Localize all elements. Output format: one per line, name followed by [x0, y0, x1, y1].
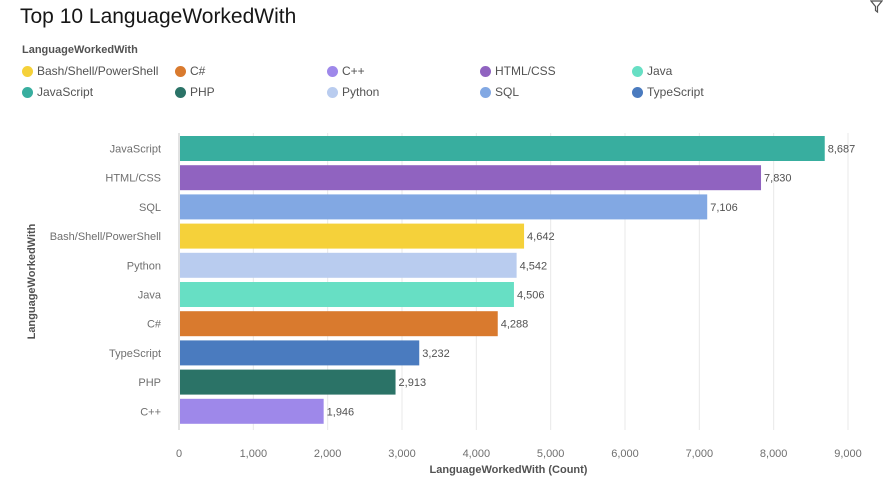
bar[interactable]	[180, 194, 708, 220]
bar[interactable]	[180, 340, 420, 366]
bar[interactable]	[180, 252, 517, 278]
bar[interactable]	[180, 398, 324, 424]
y-tick-label: SQL	[139, 202, 161, 214]
y-tick-label: JavaScript	[110, 144, 161, 156]
legend-label: C++	[342, 64, 365, 78]
bar[interactable]	[180, 165, 762, 191]
data-label: 7,830	[764, 173, 792, 185]
legend-label: JavaScript	[37, 85, 94, 99]
x-tick-label: 7,000	[686, 448, 714, 460]
legend-label: Bash/Shell/PowerShell	[37, 64, 159, 78]
legend-swatch	[175, 65, 186, 77]
legend-item[interactable]: SQL	[480, 83, 519, 101]
bar[interactable]	[180, 136, 825, 161]
y-tick-label: Java	[138, 290, 162, 302]
legend-item[interactable]: TypeScript	[632, 83, 704, 101]
y-tick-label: Python	[127, 260, 161, 272]
legend-label: TypeScript	[647, 85, 704, 99]
legend-label: PHP	[190, 85, 215, 99]
legend-swatch	[22, 65, 33, 77]
data-label: 4,288	[501, 319, 529, 331]
legend-item[interactable]: Bash/Shell/PowerShell	[22, 62, 158, 80]
y-tick-label: HTML/CSS	[105, 173, 161, 185]
legend-label: C#	[190, 64, 206, 78]
legend-item[interactable]: PHP	[175, 83, 215, 101]
legend-label: SQL	[495, 85, 520, 99]
legend-label: HTML/CSS	[495, 64, 556, 78]
x-tick-label: 0	[176, 448, 182, 460]
x-tick-label: 4,000	[463, 448, 491, 460]
legend-item[interactable]: HTML/CSS	[480, 62, 556, 80]
chart-title: Top 10 LanguageWorkedWith	[20, 5, 297, 28]
data-label: 3,232	[422, 348, 450, 360]
data-label: 4,642	[527, 231, 555, 243]
legend-item[interactable]: C++	[327, 62, 365, 80]
x-tick-label: 1,000	[240, 448, 268, 460]
y-tick-label: C#	[147, 319, 162, 331]
data-label: 4,542	[520, 260, 548, 272]
legend-swatch	[327, 65, 338, 77]
legend-label: Java	[647, 64, 673, 78]
legend-swatch	[632, 65, 643, 77]
data-label: 1,946	[327, 406, 355, 418]
bar[interactable]	[180, 223, 525, 249]
y-axis-title: LanguageWorkedWith	[26, 223, 38, 339]
legend-item[interactable]: C#	[175, 62, 205, 80]
x-tick-label: 2,000	[314, 448, 342, 460]
filter-icon[interactable]	[870, 0, 883, 14]
legend-item[interactable]: Java	[632, 62, 672, 80]
chart-legend: Bash/Shell/PowerShell C# C++ HTML/CSS Java Ja…	[22, 62, 782, 102]
legend-item[interactable]: Python	[327, 83, 379, 101]
legend-swatch	[480, 65, 491, 77]
bar[interactable]	[180, 311, 498, 337]
y-tick-label: PHP	[138, 377, 161, 389]
data-label: 4,506	[517, 290, 545, 302]
bar[interactable]	[180, 369, 396, 395]
legend-swatch	[632, 86, 643, 98]
data-label: 8,687	[828, 144, 856, 156]
x-axis-title: LanguageWorkedWith (Count)	[430, 464, 588, 476]
y-tick-label: TypeScript	[109, 348, 161, 360]
y-tick-label: C++	[140, 406, 161, 418]
legend-label: Python	[342, 85, 380, 99]
y-tick-label: Bash/Shell/PowerShell	[50, 231, 161, 243]
legend-swatch	[175, 86, 186, 98]
x-tick-label: 6,000	[611, 448, 639, 460]
legend-swatch	[22, 86, 33, 98]
data-label: 2,913	[399, 377, 427, 389]
x-tick-label: 5,000	[537, 448, 565, 460]
x-tick-label: 9,000	[834, 448, 862, 460]
legend-swatch	[480, 86, 491, 98]
data-label: 7,106	[710, 202, 738, 214]
legend-title: LanguageWorkedWith	[22, 44, 138, 56]
legend-swatch	[327, 86, 338, 98]
x-tick-label: 8,000	[760, 448, 788, 460]
x-tick-label: 3,000	[388, 448, 416, 460]
legend-item[interactable]: JavaScript	[22, 83, 93, 101]
bar[interactable]	[180, 282, 514, 307]
